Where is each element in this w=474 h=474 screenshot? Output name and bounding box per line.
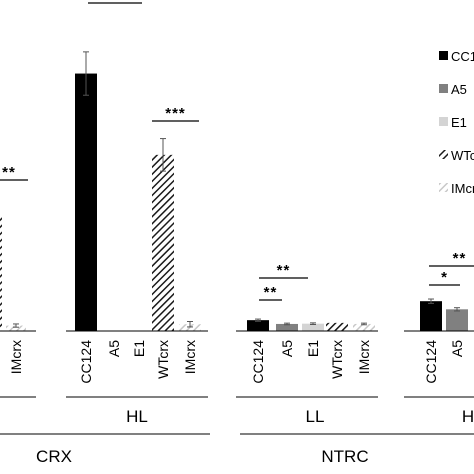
- error-bars-layer: [13, 51, 460, 328]
- legend-label: IMcrx: [451, 181, 474, 196]
- group-labels-layer: CRX HL LL H NTRC: [0, 396, 474, 466]
- subgroup-label: LL: [306, 407, 325, 426]
- significance-label: **: [453, 250, 467, 267]
- x-tick-label: CC124: [78, 340, 94, 384]
- bar-imcrx: [6, 325, 26, 331]
- significance-label: *: [441, 269, 448, 286]
- x-tick-label: E1: [131, 340, 147, 357]
- legend-swatch: [439, 84, 448, 93]
- bar-wtcrx: [0, 217, 2, 331]
- bar-a5: [276, 323, 298, 331]
- significance-label: **: [264, 284, 278, 301]
- bars-layer: [0, 73, 468, 332]
- x-tick-label: E1: [305, 340, 321, 357]
- legend-swatch: [439, 51, 448, 60]
- bar-imcrx: [179, 324, 201, 331]
- significance-label: ***: [105, 0, 126, 4]
- bar-wtcrx: [326, 322, 348, 331]
- x-tick-label: CC124: [250, 340, 266, 384]
- legend-swatch: [439, 183, 448, 192]
- bar-cc124: [247, 320, 269, 331]
- bar-imcrx: [353, 323, 375, 331]
- legend-label: E1: [451, 115, 467, 130]
- x-axis-layer: WTcrxIMcrxCC124A5E1WTcrxIMcrxCC124A5E1WT…: [0, 330, 474, 384]
- x-tick-label: CC124: [423, 340, 439, 384]
- significance-label: **: [277, 262, 291, 279]
- legend-swatch: [439, 117, 448, 126]
- x-tick-label: IMcrx: [356, 340, 372, 374]
- bar-cc124: [75, 73, 97, 332]
- bar-a5: [446, 309, 468, 331]
- significance-layer: ***************: [0, 0, 474, 301]
- bar-wtcrx: [152, 154, 174, 331]
- legend-label: A5: [451, 82, 467, 97]
- x-tick-label: WTcrx: [329, 340, 345, 379]
- x-tick-label: IMcrx: [182, 340, 198, 374]
- subgroup-label: H: [462, 407, 474, 426]
- group-label: CRX: [36, 447, 72, 466]
- legend-swatch: [439, 150, 448, 159]
- x-tick-label: IMcrx: [8, 340, 24, 374]
- bar-cc124: [420, 301, 442, 331]
- legend-label: WTcrx: [451, 148, 474, 163]
- x-tick-label: A5: [279, 340, 295, 357]
- x-tick-label: A5: [449, 340, 465, 357]
- legend-label: CC124: [451, 49, 474, 64]
- significance-label: ***: [165, 105, 186, 122]
- subgroup-label: HL: [126, 407, 148, 426]
- legend: CC124 A5 E1 WTcrx IMcrx: [439, 49, 474, 196]
- significance-label: **: [2, 164, 16, 181]
- x-tick-label: WTcrx: [155, 340, 171, 379]
- group-label: NTRC: [321, 447, 368, 466]
- bar-e1: [302, 323, 324, 331]
- x-tick-label: A5: [106, 340, 122, 357]
